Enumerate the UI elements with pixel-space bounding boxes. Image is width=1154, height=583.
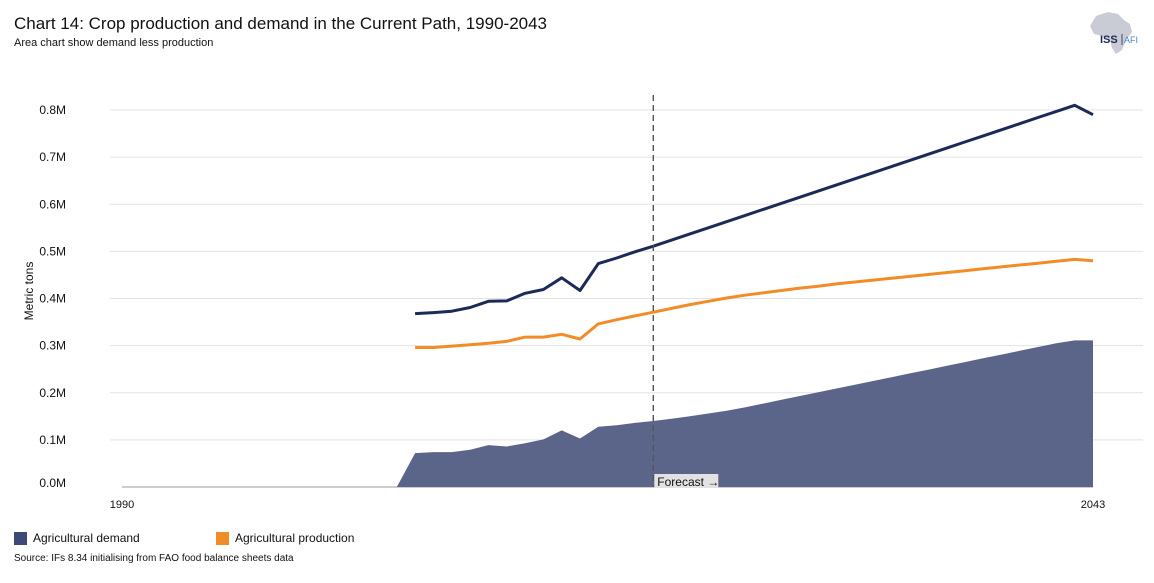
y-tick-label-8: 0.8M [39,103,66,117]
y-tick-label-4: 0.4M [39,292,66,306]
africa-map-icon [1090,12,1132,54]
logo-text-afi: AFI [1124,35,1138,45]
iss-afi-logo: ISS AFI [1090,12,1138,54]
x-tick-label-1: 2043 [1081,499,1105,511]
chart-subtitle: Area chart show demand less production [14,37,214,49]
legend-item-agricultural-demand: Agricultural demand [14,531,140,545]
forecast-label: Forecast → [657,475,719,489]
source-note: Source: IFs 8.34 initialising from FAO f… [14,553,294,564]
y-tick-label-6: 0.6M [39,197,66,211]
legend-label-production: Agricultural production [235,531,355,545]
x-tick-label-0: 1990 [110,499,134,511]
legend-label-demand: Agricultural demand [33,531,140,545]
forecast-label-bg [654,474,719,488]
y-tick-label-2: 0.2M [39,386,66,400]
y-tick-label-0: 0.0M [39,476,66,490]
legend-swatch-production [216,531,229,545]
y-tick-label-7: 0.7M [39,150,66,164]
legend-swatch-demand [14,531,27,545]
y-tick-label-5: 0.5M [39,244,66,258]
line-agricultural-demand [415,103,1094,316]
logo-text-iss: ISS [1100,34,1118,46]
y-axis-title: Metric tons [22,262,36,321]
legend-item-agricultural-production: Agricultural production [216,531,354,545]
y-tick-label-1: 0.1M [39,433,66,447]
chart-area: 0.0M 0.1M 0.2M 0.3M 0.4M 0.5M 0.6M 0.7M 0.8M Fore… [22,95,1143,511]
chart-title: Chart 14: Crop production and demand in … [14,14,548,33]
area-demand-less-production [122,340,1093,487]
line-agricultural-production [415,257,1094,349]
y-tick-label-3: 0.3M [39,339,66,353]
